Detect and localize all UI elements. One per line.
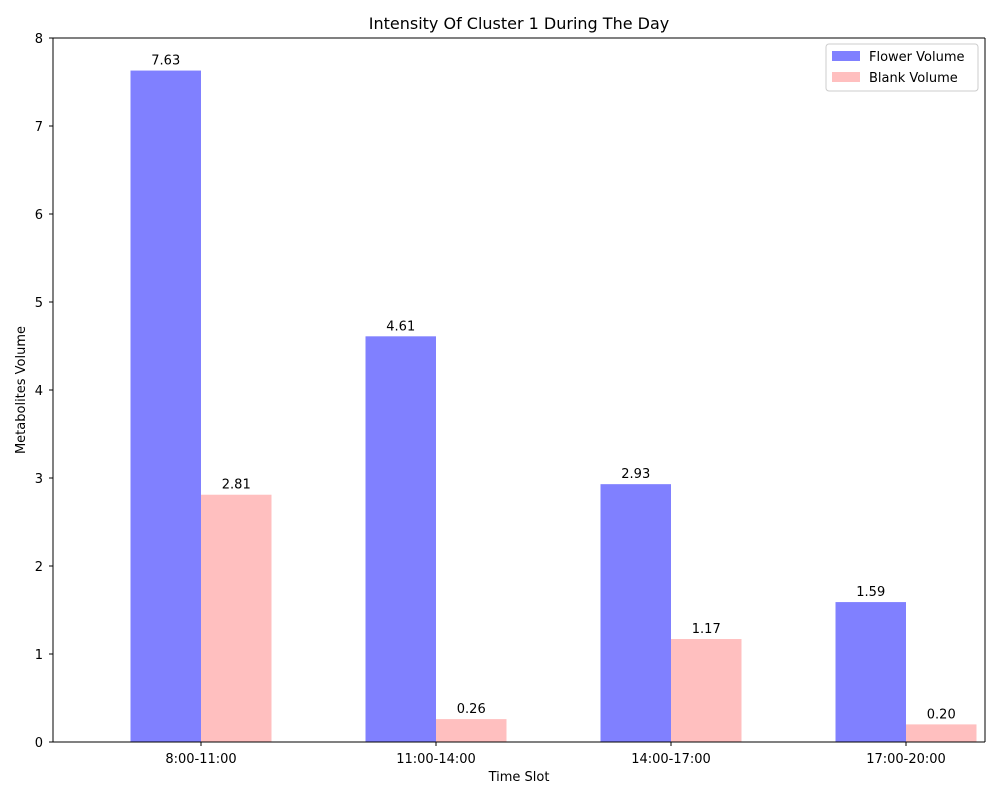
- y-tick-label: 1: [35, 648, 43, 663]
- bar-flower-3: [835, 602, 906, 742]
- legend: Flower Volume Blank Volume: [825, 43, 979, 92]
- data-label: 0.20: [927, 707, 956, 722]
- y-tick-label: 4: [35, 384, 43, 399]
- y-tick-label: 5: [35, 296, 43, 311]
- y-axis-title: Metabolites Volume: [14, 326, 29, 454]
- legend-label: Blank Volume: [869, 71, 958, 86]
- y-tick-label: 6: [35, 208, 43, 223]
- bar-blank-0: [201, 494, 272, 742]
- bar-blank-3: [906, 724, 977, 742]
- y-tick-label: 7: [35, 120, 43, 135]
- data-label: 7.63: [151, 54, 180, 69]
- data-label: 1.17: [692, 622, 721, 637]
- bars-group: [130, 70, 977, 742]
- y-tick-label: 2: [35, 560, 43, 575]
- x-tick-label: 14:00-17:00: [631, 752, 711, 767]
- x-axis-title: Time Slot: [488, 770, 550, 785]
- data-label: 2.93: [621, 467, 650, 482]
- bar-flower-0: [130, 70, 201, 742]
- bar-blank-1: [436, 719, 507, 742]
- data-label: 0.26: [457, 702, 486, 717]
- axes-group: 0 1 2 3 4 5 6 7 8 8:00-11:00 11:00-14:00 14:00-17:0…: [35, 32, 986, 767]
- data-label: 2.81: [222, 478, 251, 493]
- y-tick-label: 0: [35, 736, 43, 751]
- bar-flower-1: [365, 336, 436, 742]
- x-tick-label: 11:00-14:00: [396, 752, 476, 767]
- chart-title: Intensity Of Cluster 1 During The Day: [369, 14, 669, 33]
- legend-box: [825, 43, 979, 92]
- data-label: 1.59: [856, 585, 885, 600]
- legend-label: Flower Volume: [869, 50, 965, 65]
- legend-swatch: [832, 51, 860, 61]
- bar-blank-2: [671, 639, 742, 742]
- data-labels-group: 7.63 4.61 2.93 1.59 2.81 0.26 1.17 0.20: [151, 54, 955, 723]
- y-tick-label: 3: [35, 472, 43, 487]
- x-tick-label: 17:00-20:00: [866, 752, 946, 767]
- data-label: 4.61: [386, 319, 415, 334]
- legend-swatch: [832, 72, 860, 82]
- x-tick-label: 8:00-11:00: [165, 752, 236, 767]
- y-tick-label: 8: [35, 32, 43, 47]
- bar-flower-2: [600, 484, 671, 742]
